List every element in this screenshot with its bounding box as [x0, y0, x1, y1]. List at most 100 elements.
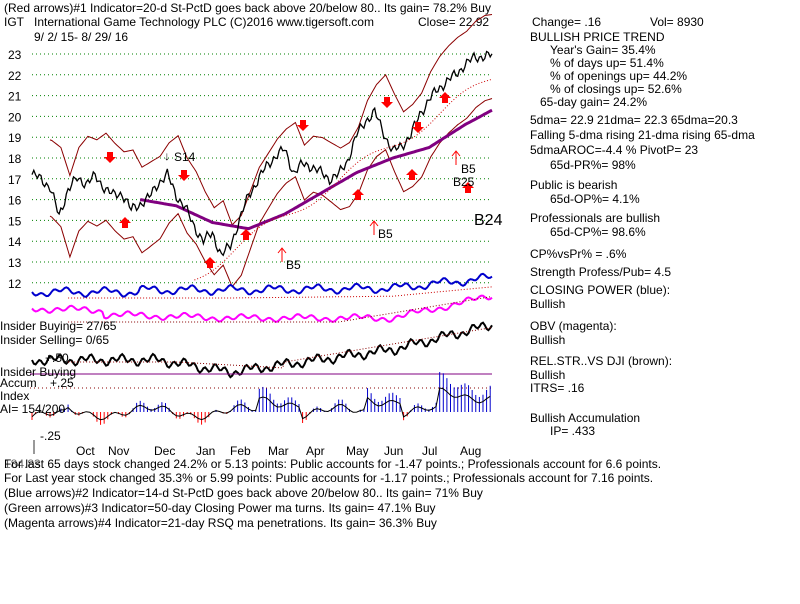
- buy-arrow-2: [369, 220, 379, 235]
- x-axis-months: Oct Nov Dec Jan Feb Mar Apr May Jun Jul Aug: [76, 444, 481, 458]
- days-up: % of days up= 51.4%: [550, 56, 664, 70]
- indicator-arrows: [104, 92, 474, 268]
- footer-line4: (Green arrows)#3 Indicator=50-day Closin…: [4, 501, 436, 515]
- red-arrow-12: [462, 182, 474, 193]
- x-tick-oct: Oct: [76, 444, 95, 458]
- index-label: Index: [0, 389, 29, 403]
- professionals-status: Professionals are bullish: [530, 211, 660, 225]
- obv-ma: [68, 296, 493, 323]
- buy-arrow-1: [277, 247, 287, 262]
- red-arrow-11: [439, 92, 451, 103]
- insider-buying-label-2: Insider Buying: [0, 365, 76, 379]
- accum-minus25: -.25: [40, 429, 61, 443]
- red-arrow-8: [381, 97, 393, 108]
- x-tick-apr: Apr: [306, 444, 325, 458]
- label-s14: S14: [174, 150, 196, 164]
- red-arrow-9: [406, 169, 418, 180]
- obv-line: [31, 294, 493, 323]
- relative-strength-line: [194, 78, 493, 281]
- label-b5-jul: B5: [461, 162, 476, 176]
- footer-overlap: 184.83: [4, 457, 41, 471]
- x-tick-jun: Jun: [384, 444, 403, 458]
- footer-line2: For Last year stock changed 35.3% or 5.9…: [4, 471, 653, 485]
- red-arrow-6: [297, 120, 309, 131]
- label-b5-feb: B5: [286, 258, 301, 272]
- y-tick-13: 13: [8, 256, 22, 270]
- upper-band: [49, 14, 493, 226]
- buy-arrow-3: [451, 150, 461, 165]
- y-tick-23: 23: [8, 48, 22, 62]
- dma-values: 5dma= 22.9 21dma= 22.3 65dma=20.3: [530, 113, 738, 127]
- itrs-value: ITRS= .16: [530, 381, 585, 395]
- pr65: 65d-PR%= 98%: [550, 158, 636, 172]
- red-arrow-3: [178, 170, 190, 181]
- y-axis-ticks: 12 13 14 15 16 17 18 19 20 21 22 23: [8, 48, 22, 291]
- x-tick-aug: Aug: [460, 444, 481, 458]
- insider-line: [31, 321, 493, 379]
- public-status: Public is bearish: [530, 178, 617, 192]
- x-tick-may: May: [346, 444, 369, 458]
- header-volume: Vol= 8930: [650, 15, 704, 29]
- label-s14-arrow: ↓: [164, 149, 170, 163]
- insider-selling-label: Insider Selling= 0/65: [0, 333, 109, 347]
- accumulation-ma: [31, 387, 491, 421]
- y-tick-15: 15: [8, 214, 22, 228]
- x-tick-dec: Dec: [154, 444, 175, 458]
- date-range: 9/ 2/ 15- 8/ 29/ 16: [34, 30, 128, 44]
- y-tick-16: 16: [8, 194, 22, 208]
- footer-line3: (Blue arrows)#2 Indicator=14-d St-PctD g…: [4, 486, 483, 500]
- y-tick-14: 14: [8, 235, 22, 249]
- lower-band: [49, 98, 493, 288]
- y-tick-22: 22: [8, 69, 22, 83]
- dma-trend: Falling 5-dma rising 21-dma rising 65-dm…: [530, 128, 755, 142]
- header-line1: (Red arrows)#1 Indicator=20-d St-PctD go…: [4, 1, 491, 15]
- label-b24: B24: [474, 212, 503, 229]
- y-tick-20: 20: [8, 110, 22, 124]
- x-tick-feb: Feb: [230, 444, 251, 458]
- accum-plus25: +.25: [50, 376, 74, 390]
- rs-title: REL.STR..VS DJI (brown):: [530, 354, 672, 368]
- insider-buying-label: Insider Buying= 27/65: [0, 319, 117, 333]
- price-grid: [32, 53, 492, 284]
- trend-title: BULLISH PRICE TREND: [530, 30, 665, 44]
- obv-title: OBV (magenta):: [530, 319, 617, 333]
- ma65-line: [139, 108, 493, 231]
- header-change: Change= .16: [532, 15, 601, 29]
- y-tick-12: 12: [8, 277, 22, 291]
- red-arrow-4: [204, 257, 216, 268]
- x-tick-nov: Nov: [108, 444, 129, 458]
- red-arrow-1: [104, 152, 116, 163]
- label-b25: B25: [453, 175, 475, 189]
- header-company: International Game Technology PLC (C)201…: [34, 15, 374, 29]
- op65: 65d-OP%= 4.1%: [550, 192, 640, 206]
- y-tick-18: 18: [8, 152, 22, 166]
- accum-title: Bullish Accumulation: [530, 411, 640, 425]
- y-tick-21: 21: [8, 90, 22, 104]
- red-arrow-2: [119, 217, 131, 228]
- footer-line1: For last 65 days stock changed 24.2% or …: [4, 457, 661, 471]
- red-arrow-10: [412, 122, 424, 133]
- accum-plus50: +.50: [45, 351, 69, 365]
- red-arrow-5: [240, 229, 252, 240]
- ip-value: IP= .433: [550, 424, 595, 438]
- openings-up: % of openings up= 44.2%: [550, 69, 687, 83]
- x-tick-jan: Jan: [196, 444, 215, 458]
- obv-value: Bullish: [530, 333, 565, 347]
- y-tick-17: 17: [8, 173, 22, 187]
- accum-label: Accum: [0, 376, 37, 390]
- red-arrow-7: [352, 189, 364, 200]
- x-tick-mar: Mar: [268, 444, 289, 458]
- label-b5-may: B5: [378, 227, 393, 241]
- header-close: Close= 22.92: [418, 15, 489, 29]
- y-tick-19: 19: [8, 131, 22, 145]
- strength-ratio: Strength Profess/Pub= 4.5: [530, 265, 671, 279]
- footer-line5: (Magenta arrows)#4 Indicator=21-day RSQ …: [4, 516, 437, 530]
- insider-ma: [68, 327, 493, 369]
- gain-65: 65-day gain= 24.2%: [540, 95, 647, 109]
- closings-up: % of closings up= 52.6%: [550, 82, 682, 96]
- header-ticker: IGT: [4, 15, 25, 29]
- cp-value: Bullish: [530, 297, 565, 311]
- bollinger-bands: [49, 14, 493, 288]
